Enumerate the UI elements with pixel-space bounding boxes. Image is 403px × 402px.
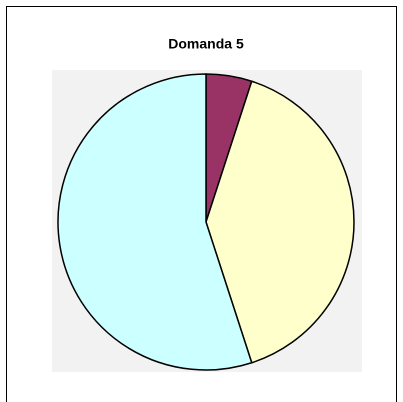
pie-slice [205, 80, 355, 364]
chart-title: Domanda 5 [168, 36, 244, 52]
pie-slice [57, 73, 253, 371]
pie [57, 73, 355, 371]
